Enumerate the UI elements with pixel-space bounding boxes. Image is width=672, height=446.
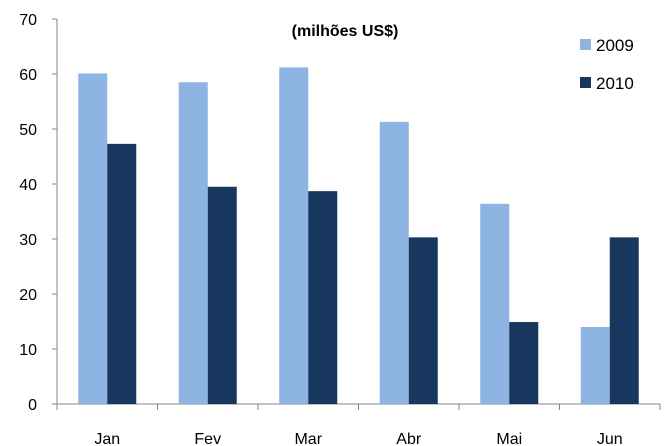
x-axis-ticks: Jan Fev Mar Abr Mai Jun [56, 404, 661, 446]
y-tick-label: 40 [19, 177, 37, 194]
bar-2009-abr [379, 121, 409, 404]
y-tick-label: 10 [19, 342, 37, 359]
y-tick-label: 60 [19, 67, 37, 84]
y-tick-label: 20 [19, 287, 37, 304]
x-tick-label: Jan [94, 431, 120, 446]
bar-2010-mai [509, 322, 539, 404]
bar-2010-mar [308, 191, 338, 404]
x-tick-label: Jun [597, 431, 623, 446]
y-axis-ticks: 0 10 20 30 40 50 60 70 [19, 12, 57, 414]
y-tick-label: 50 [19, 122, 37, 139]
chart-subtitle: (milhões US$) [292, 23, 399, 40]
x-tick-label: Abr [396, 431, 422, 446]
x-tick-label: Mai [496, 431, 522, 446]
plot-area: 0 10 20 30 40 50 60 70 Jan Fev Mar Abr Mai Jun [19, 12, 661, 446]
legend: 2009 2010 [580, 36, 634, 93]
legend-label-2009: 2009 [596, 36, 634, 55]
y-tick-label: 30 [19, 232, 37, 249]
bar-2010-jun [609, 237, 639, 404]
y-tick-label: 0 [28, 397, 37, 414]
bar-2009-mai [480, 203, 510, 404]
bar-2009-jun [580, 327, 610, 404]
y-tick-label: 70 [19, 12, 37, 29]
bar-2010-abr [408, 237, 438, 404]
bar-series-group [78, 67, 639, 405]
legend-swatch-2010 [580, 77, 591, 88]
x-tick-label: Fev [194, 431, 221, 446]
bar-2010-fev [207, 186, 237, 404]
bar-2010-jan [107, 143, 137, 404]
bar-2009-fev [178, 82, 208, 404]
bar-2009-mar [279, 67, 309, 405]
legend-label-2010: 2010 [596, 74, 634, 93]
legend-swatch-2009 [580, 39, 591, 50]
bar-2009-jan [78, 73, 108, 404]
x-tick-label: Mar [294, 431, 322, 446]
